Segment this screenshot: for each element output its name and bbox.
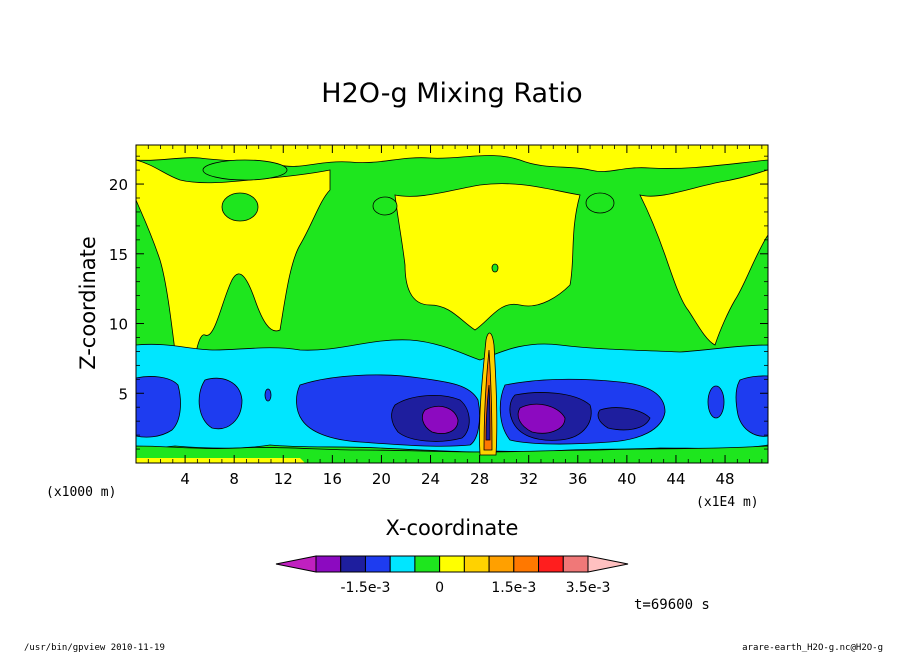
colorbar-box (538, 555, 564, 573)
x-tick-label: 8 (229, 470, 239, 488)
colorbar-box (340, 555, 366, 573)
colorbar (275, 555, 629, 573)
x-unit-left: (x1000 m) (46, 485, 116, 500)
colorbar-box (364, 555, 391, 573)
footer-right: arare-earth_H2O-g.nc@H2O-g (742, 643, 883, 653)
y-axis-label: Z-coordinate (76, 236, 100, 370)
x-tick-label: 20 (372, 470, 391, 488)
x-tick-label: 44 (666, 470, 685, 488)
darkblue-region-far-right (597, 407, 651, 431)
chart-title: H2O-g Mixing Ratio (321, 78, 582, 109)
x-tick-label: 16 (323, 470, 342, 488)
yellow-region-right (639, 169, 768, 346)
green-pocket (585, 192, 615, 214)
x-axis: 4 8 12 16 20 24 28 32 36 40 44 48 (147, 145, 763, 488)
x-tick-label: 24 (421, 470, 440, 488)
colorbar-box (315, 555, 342, 573)
colorbar-tick-label: -1.5e-3 (341, 580, 391, 596)
purple-region-left (421, 406, 459, 434)
x-tick-label: 36 (568, 470, 587, 488)
colorbar-box (513, 555, 540, 573)
x-axis-label: X-coordinate (386, 516, 519, 540)
yellow-region-top (136, 145, 768, 172)
y-axis: 5 10 15 20 (109, 155, 768, 450)
yellow-region-center (394, 183, 581, 331)
blue-region-left2 (198, 377, 243, 430)
contour-field (136, 145, 768, 463)
y-tick-label: 5 (118, 385, 128, 403)
x-unit-right: (x1E4 m) (696, 495, 759, 510)
green-pocket (202, 159, 288, 181)
time-label: t=69600 s (634, 597, 710, 613)
x-tick-label: 48 (716, 470, 735, 488)
green-pocket (221, 192, 259, 222)
colorbar-box (562, 555, 589, 573)
colorbar-min-arrow (275, 555, 317, 573)
blue-pocket (707, 385, 725, 419)
colorbar-tick-label: 3.5e-3 (566, 580, 611, 596)
central-plume-dark (485, 384, 491, 441)
colorbar-max-arrow (587, 555, 629, 573)
footer-left: /usr/bin/gpview 2010-11-19 (24, 643, 165, 653)
colorbar-ticks: -1.5e-3 0 1.5e-3 3.5e-3 (341, 580, 611, 596)
colorbar-box (488, 555, 515, 573)
surface-yellow (136, 458, 305, 463)
plot-frame (135, 144, 769, 464)
y-tick-label: 15 (109, 246, 128, 264)
green-pocket (372, 196, 398, 216)
x-tick-label: 28 (470, 470, 489, 488)
x-tick-label: 32 (519, 470, 538, 488)
blue-region-left (136, 376, 181, 438)
blue-region-right (735, 375, 768, 437)
x-tick-label: 12 (274, 470, 293, 488)
colorbar-box (439, 555, 465, 573)
colorbar-box (463, 555, 490, 573)
y-tick-label: 20 (109, 176, 128, 194)
x-tick-label: 4 (180, 470, 190, 488)
blue-pocket (264, 388, 272, 402)
purple-region-right (517, 403, 566, 434)
green-pocket (491, 263, 499, 273)
colorbar-box (389, 555, 416, 573)
colorbar-tick-label: 1.5e-3 (491, 580, 536, 596)
colorbar-box (414, 555, 441, 573)
y-tick-label: 10 (109, 316, 128, 334)
colorbar-tick-label: 0 (435, 580, 444, 596)
x-tick-label: 40 (617, 470, 636, 488)
